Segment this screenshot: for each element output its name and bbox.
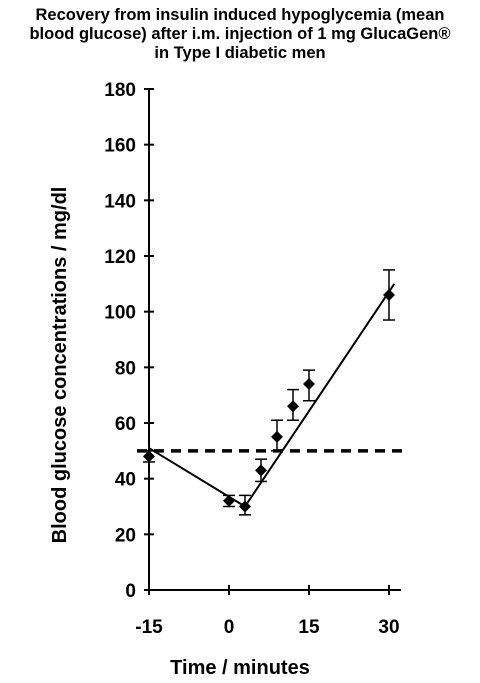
- y-tick-label-160: 160: [104, 136, 136, 157]
- chart-title-line-3: in Type I diabetic men: [154, 44, 326, 62]
- x-tick-label-15: 15: [298, 617, 320, 638]
- y-tick-label-180: 180: [104, 80, 136, 101]
- data-point-2: [239, 500, 251, 513]
- error-bars-group: [143, 269, 395, 516]
- x-tick-label--15: -15: [135, 617, 163, 638]
- data-point-3: [255, 464, 267, 477]
- x-tick-label-0: 0: [224, 617, 235, 638]
- data-point-5: [287, 400, 299, 413]
- y-tick-label-40: 40: [115, 470, 136, 491]
- chart-title-line-2: blood glucose) after i.m. injection of 1…: [29, 25, 451, 43]
- data-points-group: [143, 288, 395, 513]
- data-point-6: [303, 378, 315, 391]
- y-tick-label-100: 100: [104, 303, 136, 324]
- chart-title: Recovery from insulin induced hypoglycem…: [0, 6, 480, 63]
- x-tick-label-30: 30: [378, 617, 399, 638]
- y-tick-label-60: 60: [115, 414, 136, 435]
- y-tick-label-120: 120: [104, 247, 136, 268]
- y-tick-label-0: 0: [125, 581, 136, 602]
- x-axis-title: Time / minutes: [170, 657, 310, 679]
- y-tick-label-140: 140: [104, 191, 136, 212]
- y-tick-label-20: 20: [115, 525, 136, 546]
- data-point-1: [223, 494, 235, 507]
- axes: 0 20 40 60 80 100 120 140 160 180 -15 0 15 30: [104, 80, 401, 638]
- fit-line-group: [148, 283, 396, 508]
- chart-title-line-1: Recovery from insulin induced hypoglycem…: [35, 6, 445, 24]
- fit-line-segment-2: [244, 283, 396, 508]
- data-point-4: [271, 430, 283, 443]
- data-point-7: [383, 288, 395, 301]
- y-axis-title: Blood glucose concentrations / mg/dl: [49, 187, 71, 544]
- data-point-0: [143, 450, 155, 463]
- y-tick-label-80: 80: [115, 358, 136, 379]
